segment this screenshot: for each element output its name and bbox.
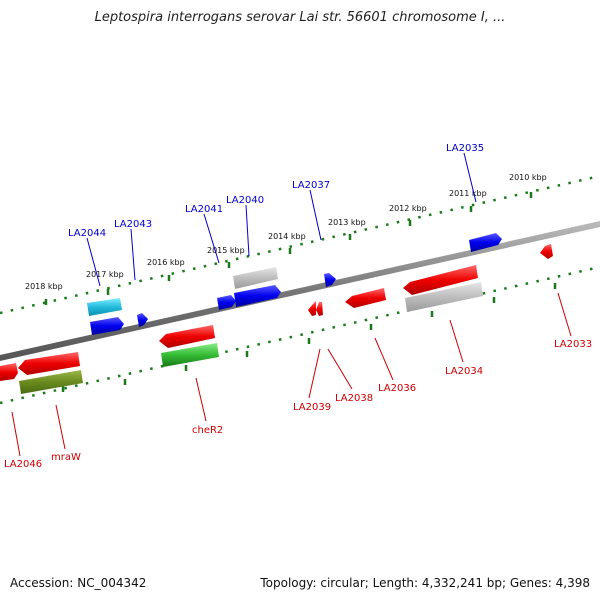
gene-feature[interactable] <box>161 343 219 367</box>
gene-label[interactable]: LA2037 <box>292 180 330 191</box>
scale-label: 2016 kbp <box>147 258 185 267</box>
scale-major-ticks-top <box>44 192 533 305</box>
gene-feature[interactable] <box>345 288 386 308</box>
leader-lines-bottom <box>11 292 572 457</box>
leader-lines-top <box>86 152 477 287</box>
gene-feature[interactable] <box>87 298 122 316</box>
gene-label[interactable]: LA2035 <box>446 143 484 154</box>
gene-feature[interactable] <box>159 325 215 348</box>
scale-label: 2014 kbp <box>268 232 306 241</box>
chromosome-backbone <box>0 221 600 361</box>
gene-feature[interactable] <box>18 352 80 375</box>
scale-label: 2018 kbp <box>25 282 63 291</box>
gene-label[interactable]: LA2034 <box>445 366 483 377</box>
scale-major-ticks-bottom <box>61 283 557 392</box>
gene-feature[interactable] <box>19 370 83 394</box>
scale-labels: 2018 kbp 2017 kbp 2016 kbp 2015 kbp 2014… <box>25 173 547 291</box>
gene-feature[interactable] <box>137 313 148 327</box>
gene-feature[interactable] <box>324 273 336 287</box>
scale-label: 2011 kbp <box>449 189 487 198</box>
gene-feature[interactable] <box>405 282 483 312</box>
gene-labels-top: LA2044 LA2043 LA2041 LA2040 LA2037 LA203… <box>68 143 484 239</box>
scale-label: 2012 kbp <box>389 204 427 213</box>
accession-text: Accession: NC_004342 <box>10 576 147 590</box>
gene-feature[interactable] <box>0 363 18 381</box>
gene-label[interactable]: LA2038 <box>335 393 373 404</box>
gene-label[interactable]: LA2043 <box>114 219 152 230</box>
gene-labels-bottom: LA2046 mraW cheR2 LA2039 LA2038 LA2036 L… <box>4 339 592 470</box>
gene-label[interactable]: mraW <box>51 452 81 463</box>
gene-feature[interactable] <box>233 267 278 289</box>
gene-label[interactable]: LA2044 <box>68 228 106 239</box>
genome-summary-text: Topology: circular; Length: 4,332,241 bp… <box>260 576 590 590</box>
scale-label: 2013 kbp <box>328 218 366 227</box>
gene-feature[interactable] <box>217 295 236 310</box>
gene-feature[interactable] <box>316 302 323 316</box>
map-title: Leptospira interrogans serovar Lai str. … <box>94 10 506 25</box>
scale-label: 2015 kbp <box>207 246 245 255</box>
scale-label: 2017 kbp <box>86 270 124 279</box>
gene-label[interactable]: LA2041 <box>185 204 223 215</box>
scale-label: 2010 kbp <box>509 173 547 182</box>
gene-feature[interactable] <box>308 301 316 316</box>
gene-feature[interactable] <box>234 285 281 307</box>
gene-label[interactable]: LA2036 <box>378 383 416 394</box>
gene-label[interactable]: LA2033 <box>554 339 592 350</box>
gene-feature[interactable] <box>469 233 502 252</box>
gene-label[interactable]: LA2040 <box>226 195 264 206</box>
gene-label[interactable]: cheR2 <box>192 425 223 436</box>
gene-label[interactable]: LA2046 <box>4 459 42 470</box>
gene-feature[interactable] <box>90 317 124 335</box>
gene-feature[interactable] <box>540 244 553 259</box>
gene-feature[interactable] <box>403 265 478 295</box>
gene-label[interactable]: LA2039 <box>293 402 331 413</box>
